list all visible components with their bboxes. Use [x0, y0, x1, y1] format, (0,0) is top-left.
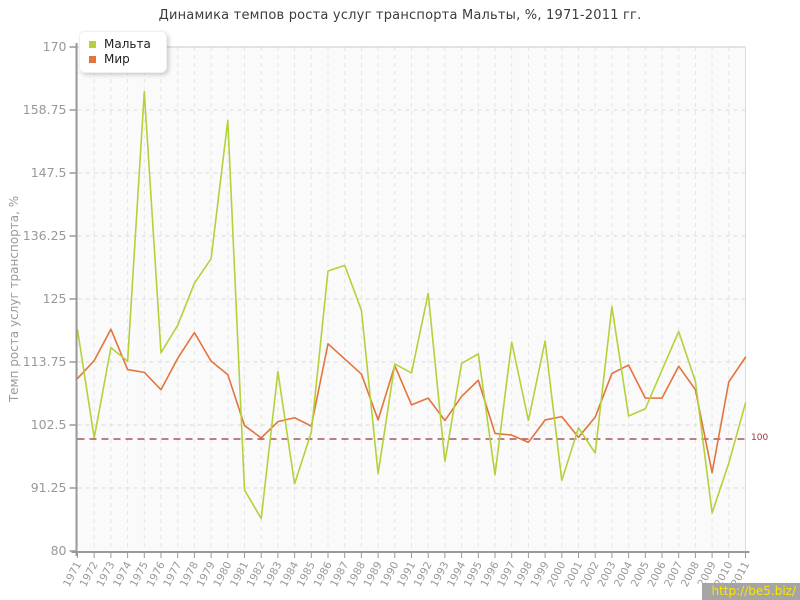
legend-label-world: Мир — [104, 52, 130, 66]
legend-item-malta: Мальта — [89, 37, 151, 52]
reference-line-label: 100 — [751, 433, 769, 443]
y-tick-label: 113.75 — [23, 354, 67, 369]
y-tick-label: 136.25 — [23, 228, 67, 243]
y-axis-title: Темп роста услуг транспорта, % — [7, 195, 21, 403]
legend-label-malta: Мальта — [104, 37, 151, 51]
y-tick-label: 158.75 — [23, 102, 67, 117]
legend: Мальта Мир — [79, 31, 167, 73]
y-tick-label: 102.5 — [31, 417, 67, 432]
y-tick-label: 170 — [43, 39, 67, 54]
malta-series-marker-icon — [89, 41, 96, 48]
watermark-link[interactable]: http://be5.biz/ — [702, 583, 800, 600]
legend-item-world: Мир — [89, 52, 151, 67]
world-series-marker-icon — [89, 56, 96, 63]
y-tick-label: 147.5 — [31, 165, 67, 180]
series-line-malta — [76, 91, 747, 520]
series-line-world — [76, 328, 747, 474]
y-tick-label: 80 — [51, 543, 67, 558]
y-tick-label: 91.25 — [31, 480, 67, 495]
y-tick-label: 125 — [43, 291, 67, 306]
chart-title: Динамика темпов роста услуг транспорта М… — [158, 8, 642, 23]
